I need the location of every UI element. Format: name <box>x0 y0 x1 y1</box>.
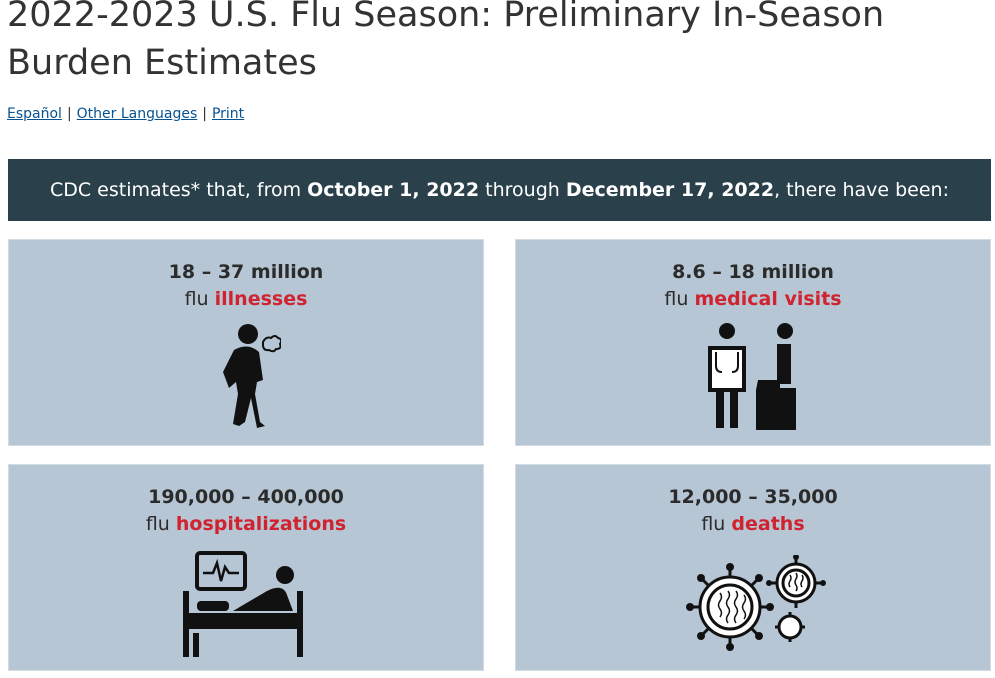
link-separator: | <box>66 106 72 122</box>
banner-middle: through <box>479 179 566 201</box>
estimate-banner: CDC estimates* that, from October 1, 202… <box>8 159 991 221</box>
medical-visits-metric: medical visits <box>694 288 842 310</box>
hospital-bed-icon <box>183 551 303 657</box>
banner-prefix: CDC estimates* that, from <box>49 179 308 201</box>
banner-end-date: December 17, 2022 <box>565 179 775 201</box>
hospitalizations-metric: hospitalizations <box>175 513 347 535</box>
deaths-card: 12,000 – 35,000 flu deaths <box>515 464 991 671</box>
medical-visits-label: flu medical visits <box>664 288 842 310</box>
hospitalizations-card: 190,000 – 400,000 flu hospitalizations <box>8 464 484 671</box>
virus-icon <box>686 555 826 651</box>
hospitalizations-value: 190,000 – 400,000 <box>148 486 344 508</box>
medical-visits-value: 8.6 – 18 million <box>672 261 834 283</box>
sick-person-icon <box>223 324 281 428</box>
illnesses-card: 18 – 37 million flu illnesses <box>8 239 484 446</box>
doctor-patient-icon <box>708 323 796 430</box>
page-title: 2022-2023 U.S. Flu Season: Preliminary I… <box>7 0 885 83</box>
espanol-link[interactable]: Español <box>7 106 62 122</box>
language-links: Español | Other Languages | Print <box>7 104 244 124</box>
other-languages-link[interactable]: Other Languages <box>76 106 198 122</box>
banner-suffix: , there have been: <box>774 179 950 201</box>
hospitalizations-label: flu hospitalizations <box>145 513 347 535</box>
illnesses-label: flu illnesses <box>184 288 308 310</box>
banner-start-date: October 1, 2022 <box>307 179 480 201</box>
print-link[interactable]: Print <box>211 106 245 122</box>
deaths-metric: deaths <box>731 513 805 535</box>
deaths-label: flu deaths <box>701 513 805 535</box>
illnesses-metric: illnesses <box>214 288 308 310</box>
illnesses-value: 18 – 37 million <box>168 261 324 283</box>
medical-visits-card: 8.6 – 18 million flu medical visits <box>515 239 991 446</box>
deaths-value: 12,000 – 35,000 <box>668 486 838 508</box>
link-separator: | <box>202 106 207 122</box>
